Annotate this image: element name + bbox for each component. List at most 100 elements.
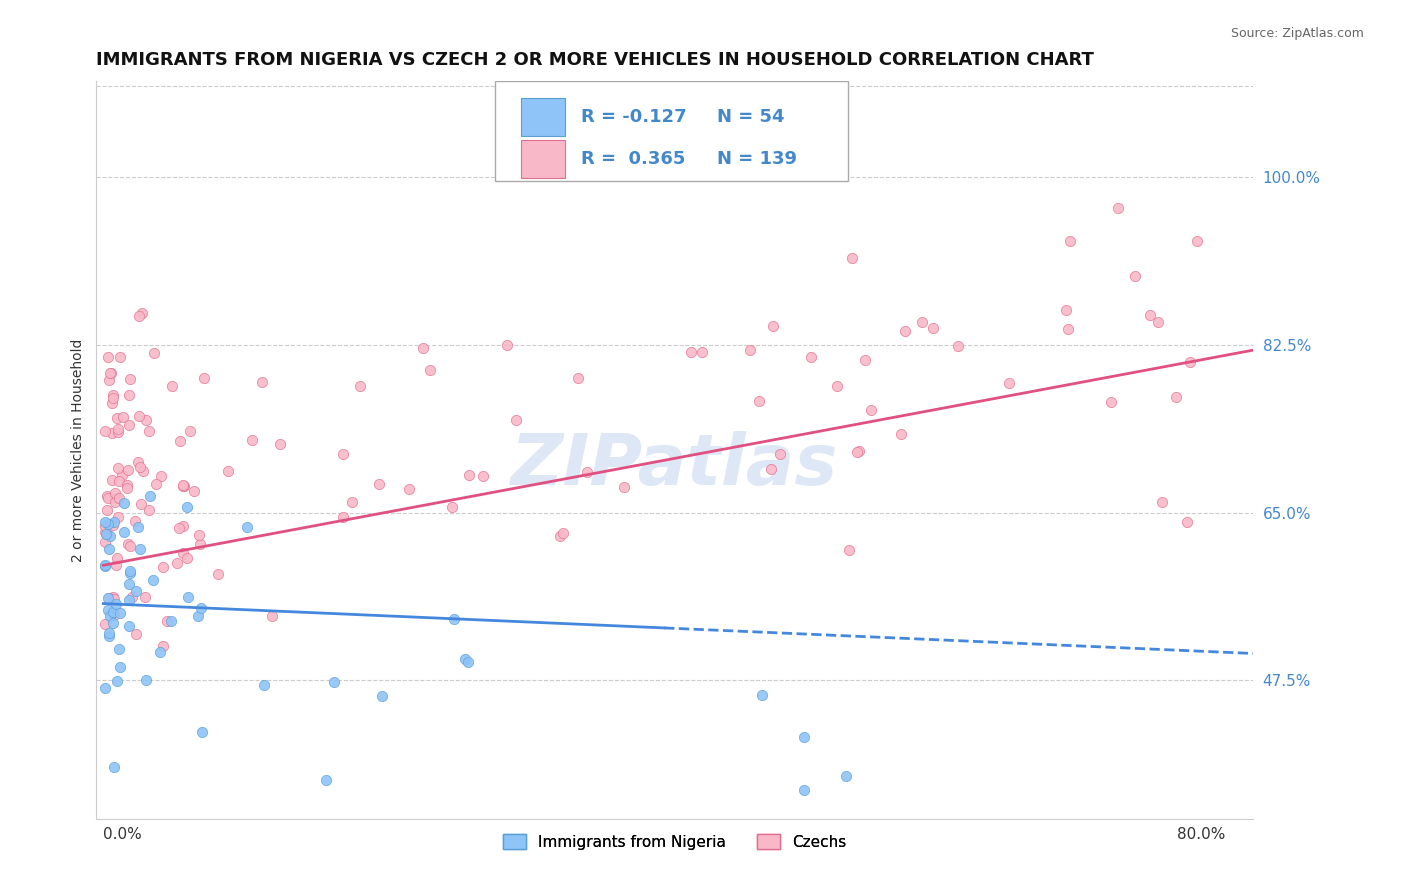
- Point: [1152, 495, 1174, 509]
- Point: [101, 388, 124, 402]
- Point: [793, 783, 815, 797]
- Point: [108, 606, 131, 620]
- Point: [138, 425, 160, 439]
- Point: [132, 464, 155, 478]
- Point: [94, 424, 117, 438]
- Point: [1185, 234, 1208, 248]
- Point: [860, 403, 883, 417]
- Point: [853, 353, 876, 368]
- Point: [118, 388, 141, 402]
- Point: [848, 444, 870, 458]
- Point: [98, 542, 121, 557]
- Point: [103, 760, 125, 774]
- Point: [135, 412, 157, 426]
- Point: [108, 642, 131, 657]
- Text: ZIPatlas: ZIPatlas: [510, 431, 838, 500]
- Point: [94, 515, 117, 529]
- Point: [681, 345, 703, 359]
- Point: [125, 626, 148, 640]
- Point: [575, 465, 598, 479]
- Point: [759, 462, 782, 476]
- Point: [97, 591, 120, 605]
- Text: R =  0.365: R = 0.365: [581, 150, 685, 169]
- Point: [167, 521, 190, 535]
- Point: [128, 310, 150, 324]
- Y-axis label: 2 or more Vehicles in Household: 2 or more Vehicles in Household: [72, 339, 86, 562]
- Point: [149, 644, 172, 658]
- Point: [443, 611, 465, 625]
- Point: [101, 473, 124, 487]
- Point: [105, 491, 128, 506]
- Point: [160, 614, 183, 628]
- Point: [125, 584, 148, 599]
- Point: [235, 520, 257, 534]
- Point: [117, 537, 139, 551]
- Point: [841, 251, 863, 265]
- Point: [890, 426, 912, 441]
- Point: [1059, 234, 1081, 248]
- Point: [793, 730, 815, 744]
- Point: [1166, 390, 1188, 404]
- FancyBboxPatch shape: [520, 140, 565, 178]
- Point: [101, 395, 124, 409]
- Point: [150, 468, 173, 483]
- Point: [751, 688, 773, 702]
- Point: [97, 350, 120, 364]
- Point: [441, 500, 464, 515]
- Point: [315, 772, 337, 787]
- Point: [323, 675, 346, 690]
- Point: [613, 480, 636, 494]
- Point: [97, 603, 120, 617]
- Point: [112, 524, 135, 539]
- Point: [120, 539, 142, 553]
- Point: [101, 605, 124, 619]
- Point: [108, 491, 131, 505]
- Point: [740, 343, 762, 357]
- Point: [152, 639, 174, 653]
- Point: [250, 375, 273, 389]
- Point: [1178, 354, 1201, 368]
- Point: [162, 379, 184, 393]
- Point: [838, 543, 860, 558]
- Point: [94, 681, 117, 696]
- Point: [107, 422, 129, 436]
- Point: [101, 391, 124, 405]
- Point: [269, 437, 291, 451]
- Text: R = -0.127: R = -0.127: [581, 108, 686, 126]
- Point: [1175, 515, 1198, 529]
- Point: [94, 558, 117, 573]
- Point: [894, 324, 917, 338]
- Text: IMMIGRANTS FROM NIGERIA VS CZECH 2 OR MORE VEHICLES IN HOUSEHOLD CORRELATION CHA: IMMIGRANTS FROM NIGERIA VS CZECH 2 OR MO…: [97, 51, 1094, 69]
- Point: [111, 468, 134, 483]
- Point: [398, 482, 420, 496]
- Point: [495, 337, 517, 351]
- Point: [118, 576, 141, 591]
- Point: [98, 628, 121, 642]
- Point: [1139, 308, 1161, 322]
- Point: [173, 479, 195, 493]
- Point: [145, 477, 167, 491]
- Point: [260, 609, 283, 624]
- Point: [217, 464, 239, 478]
- Point: [349, 379, 371, 393]
- Point: [505, 413, 527, 427]
- Point: [207, 567, 229, 582]
- Point: [118, 619, 141, 633]
- Point: [104, 495, 127, 509]
- Point: [253, 678, 276, 692]
- Point: [105, 674, 128, 689]
- Point: [690, 345, 713, 359]
- Point: [172, 479, 194, 493]
- Point: [166, 556, 188, 570]
- Point: [103, 607, 125, 622]
- Point: [98, 609, 121, 624]
- Point: [101, 425, 124, 440]
- Point: [188, 537, 211, 551]
- Point: [155, 614, 177, 628]
- Point: [825, 379, 848, 393]
- Point: [457, 467, 479, 482]
- Point: [107, 461, 129, 475]
- Point: [193, 370, 215, 384]
- Point: [101, 590, 124, 604]
- Point: [412, 341, 434, 355]
